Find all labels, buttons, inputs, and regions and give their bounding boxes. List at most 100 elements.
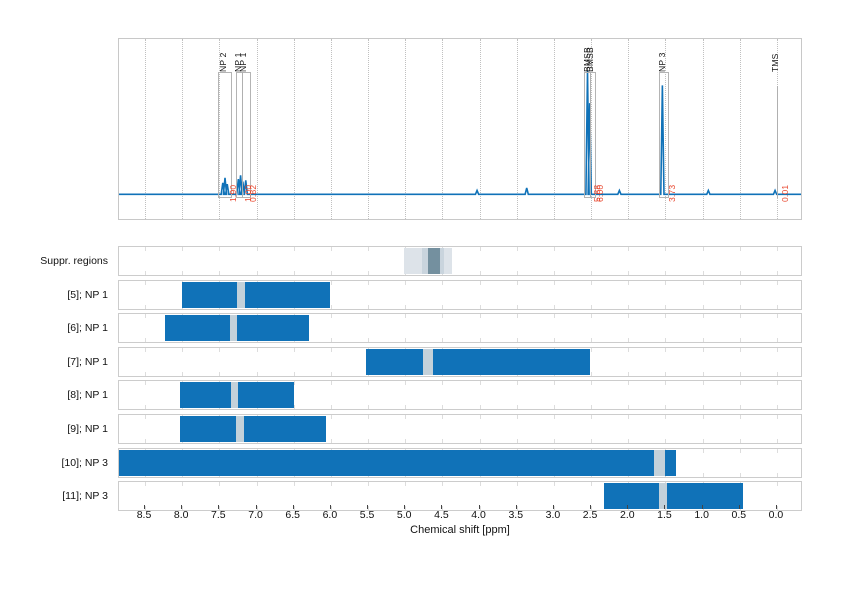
row-tick <box>776 371 778 376</box>
region-segment[interactable] <box>179 382 231 409</box>
row-tick <box>368 304 370 309</box>
row-tick <box>442 381 444 386</box>
axis-tick-label: 3.5 <box>508 509 524 521</box>
row-tick <box>182 247 184 251</box>
row-strip-row-6-np1[interactable] <box>118 313 802 344</box>
row-tick <box>516 439 518 443</box>
row-tick <box>591 247 593 251</box>
row-tick <box>516 506 518 511</box>
row-strip-row-9-np1[interactable] <box>118 414 802 444</box>
gridline <box>628 39 630 219</box>
row-tick <box>330 314 332 319</box>
region-segment[interactable] <box>665 449 676 476</box>
integral-box[interactable] <box>583 71 596 198</box>
axis-tick-label: 5.0 <box>396 509 412 521</box>
row-tick <box>293 482 295 487</box>
gridline <box>479 39 481 219</box>
region-segment[interactable] <box>237 382 294 409</box>
gridline <box>330 39 332 219</box>
row-tick <box>182 271 184 275</box>
row-tick <box>516 271 518 275</box>
row-tick <box>628 347 630 352</box>
row-tick <box>776 439 778 443</box>
axis-tick-label: 7.5 <box>211 509 226 521</box>
integral-box[interactable] <box>235 71 251 198</box>
row-tick <box>479 247 481 251</box>
row-strip-row-7-np1[interactable] <box>118 346 802 377</box>
spectrum-panel[interactable] <box>118 38 802 220</box>
axis-tick-label: 0.0 <box>768 509 784 521</box>
row-tick <box>368 405 370 410</box>
gridline <box>553 39 555 219</box>
axis-tick-label: 1.5 <box>657 509 672 521</box>
row-tick <box>628 304 630 309</box>
row-tick <box>145 314 147 319</box>
row-tick <box>330 482 332 487</box>
row-tick <box>330 439 332 443</box>
region-segment[interactable] <box>243 416 326 442</box>
row-tick <box>368 439 370 443</box>
row-tick <box>702 415 704 419</box>
row-tick <box>591 338 593 343</box>
region-segment[interactable] <box>433 348 590 375</box>
region-segment[interactable] <box>365 348 424 375</box>
row-tick <box>739 448 741 453</box>
gridline <box>405 39 407 219</box>
row-tick <box>442 506 444 511</box>
row-tick <box>479 304 481 309</box>
row-tick <box>479 338 481 343</box>
axis-tick <box>404 505 406 509</box>
row-tick <box>665 314 667 319</box>
row-tick <box>776 314 778 319</box>
row-tick <box>628 439 630 443</box>
row-tick <box>702 405 704 410</box>
region-segment[interactable] <box>244 281 331 308</box>
row-label-suppr-regions: Suppr. regions <box>40 255 108 267</box>
row-tick <box>293 506 295 511</box>
gridline <box>293 39 295 219</box>
row-tick <box>665 247 667 251</box>
row-tick <box>553 280 555 285</box>
integral-line <box>590 71 592 198</box>
axis-tick-label: 4.5 <box>434 509 449 521</box>
axis-tick-label: 8.0 <box>173 509 189 521</box>
row-label-row-10-np3: [10]; NP 3 <box>61 456 108 469</box>
row-tick <box>739 271 741 275</box>
row-strip-suppr-regions[interactable] <box>118 246 802 276</box>
row-tick <box>702 304 704 309</box>
integral-box[interactable] <box>658 71 670 198</box>
row-strip-row-5-np1[interactable] <box>118 279 802 310</box>
region-segment[interactable] <box>119 449 654 476</box>
region-segment[interactable] <box>165 315 230 342</box>
row-tick <box>739 371 741 376</box>
row-tick <box>776 472 778 477</box>
region-segment[interactable] <box>666 483 743 510</box>
row-tick <box>553 439 555 443</box>
row-tick <box>145 247 147 251</box>
row-strip-row-11-np3[interactable] <box>118 481 802 512</box>
region-segment[interactable] <box>237 315 310 342</box>
row-tick <box>591 482 593 487</box>
region-segment[interactable] <box>603 483 659 510</box>
row-tick <box>628 271 630 275</box>
row-tick <box>776 247 778 251</box>
suppression-band <box>427 248 441 274</box>
integral-value: 0.01 <box>779 184 790 202</box>
row-tick <box>256 506 258 511</box>
integral-box[interactable] <box>217 71 232 198</box>
region-segment[interactable] <box>182 281 238 308</box>
row-tick <box>702 280 704 285</box>
row-tick <box>739 347 741 352</box>
row-strip-row-10-np3[interactable] <box>118 447 802 478</box>
row-tick <box>145 338 147 343</box>
row-tick <box>145 271 147 275</box>
row-strip-row-8-np1[interactable] <box>118 380 802 411</box>
region-segment[interactable] <box>179 416 237 442</box>
row-tick <box>405 304 407 309</box>
row-tick <box>368 271 370 275</box>
row-tick <box>776 415 778 419</box>
row-tick <box>776 506 778 511</box>
row-tick <box>739 439 741 443</box>
row-tick <box>405 439 407 443</box>
row-tick <box>516 405 518 410</box>
